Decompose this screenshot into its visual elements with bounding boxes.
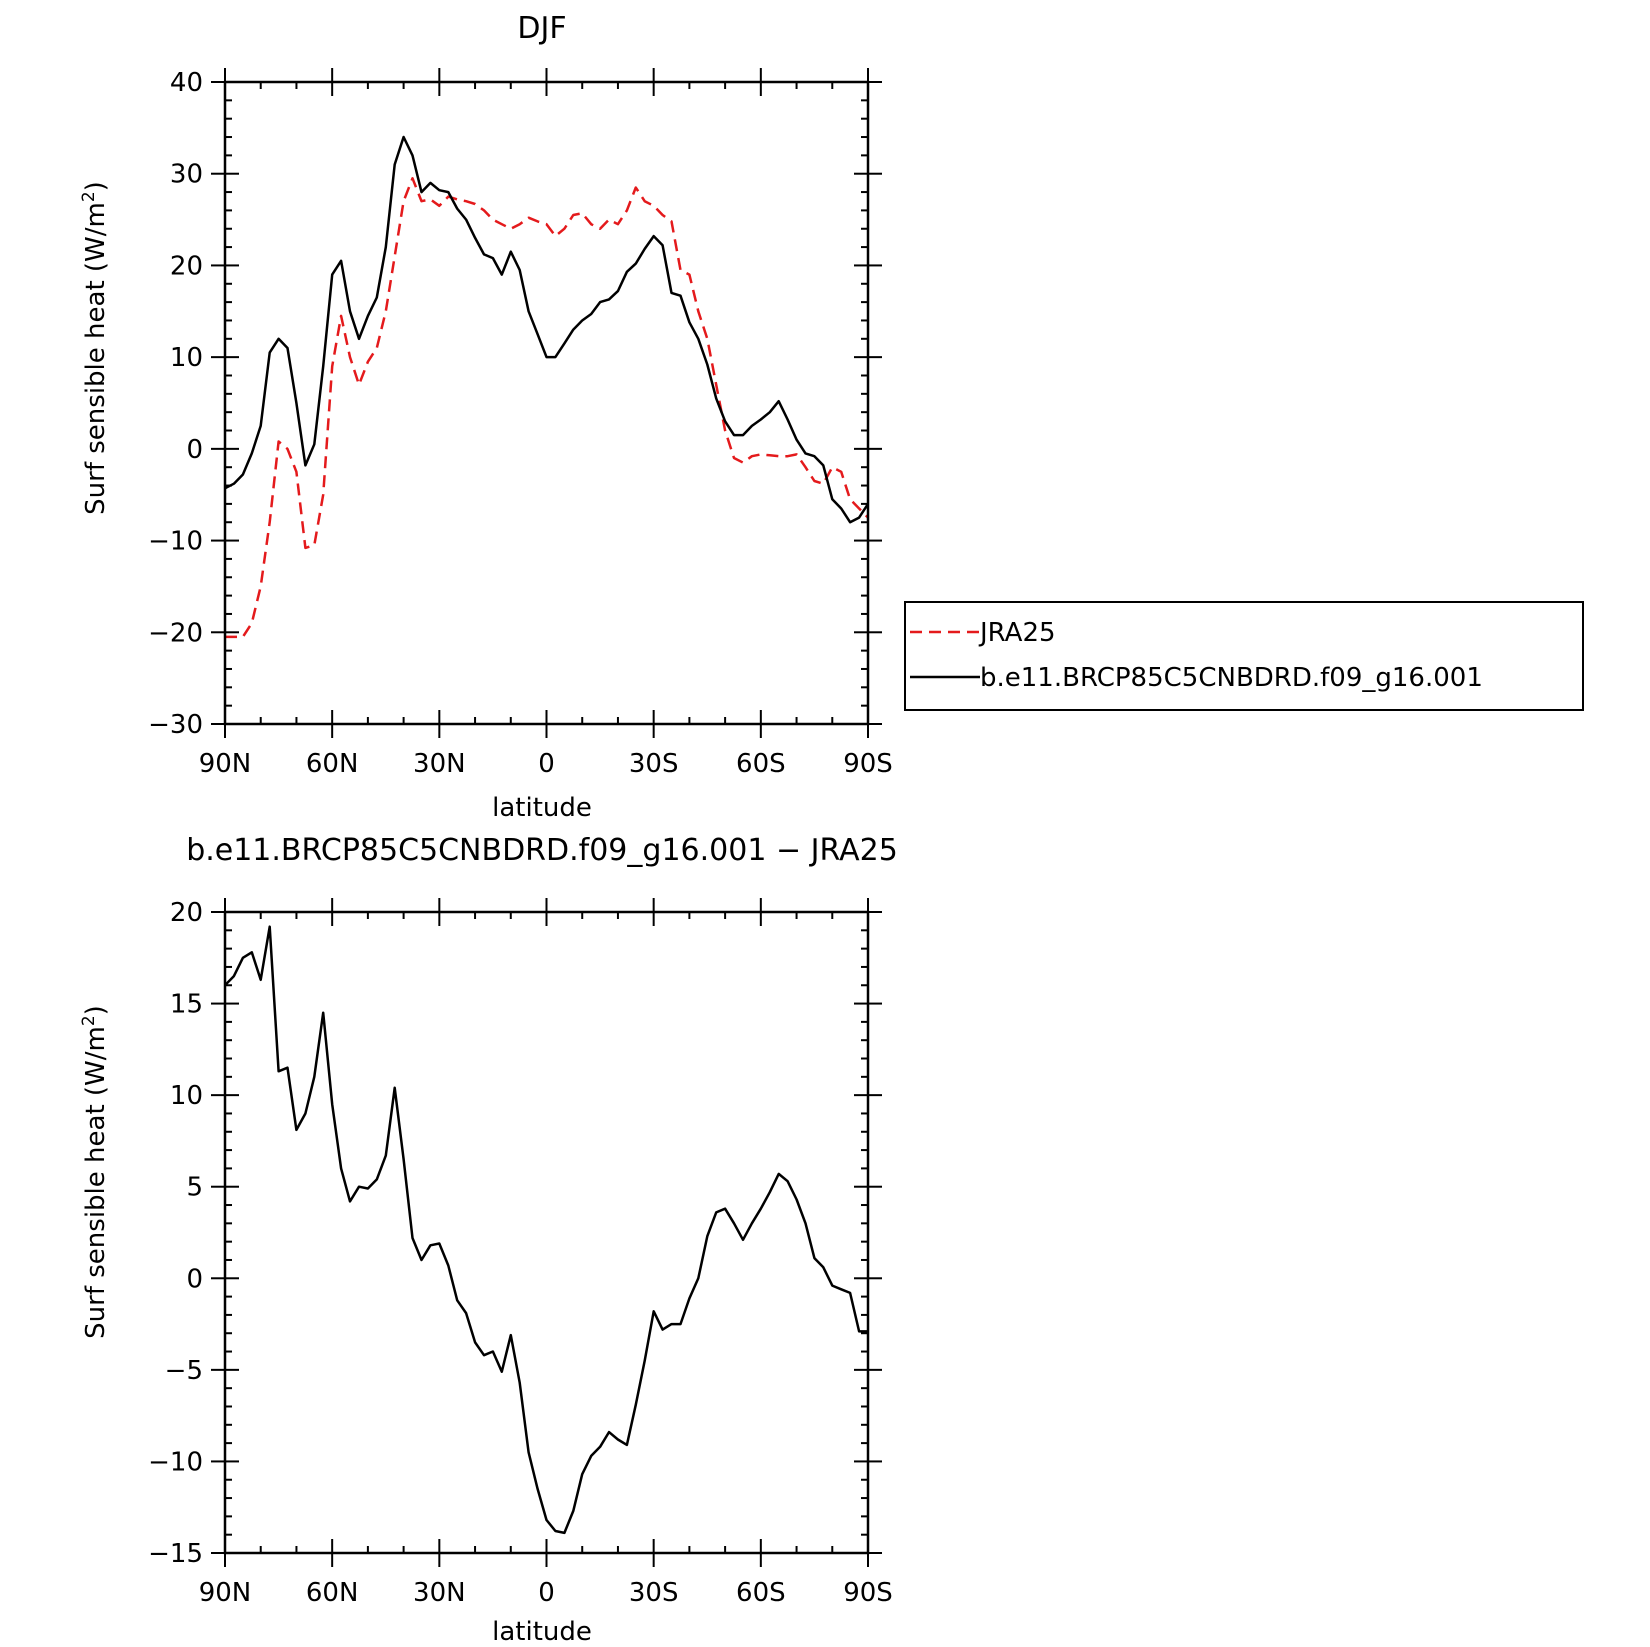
top-y-tick-label: 0 [186, 435, 203, 465]
top-plot-frame [223, 80, 870, 726]
bottom-x-tick-label: 0 [538, 1578, 555, 1608]
bottom-chart-title: b.e11.BRCP85C5CNBDRD.f09_g16.001 − JRA25 [186, 833, 898, 868]
bottom-y-tick-label: 20 [170, 898, 203, 928]
bottom-y-tick-label: 10 [170, 1081, 203, 1111]
top-x-tick-label: 0 [538, 749, 555, 779]
bottom-x-tick-label: 30N [413, 1578, 466, 1608]
top-panel: DJF Surf sensible heat (W/m2) latitude −… [79, 11, 1584, 823]
top-x-tick-label: 90S [843, 749, 893, 779]
bottom-x-axis-label: latitude [492, 1617, 592, 1647]
top-y-tick-label: −10 [148, 527, 203, 557]
top-y-tick-label: −30 [148, 710, 203, 740]
bottom-x-tick-label: 60N [306, 1578, 359, 1608]
top-y-tick-label: 40 [170, 68, 203, 98]
bottom-y-axis-label: Surf sensible heat (W/m2) [79, 1005, 111, 1339]
bottom-x-tick-label: 90S [843, 1578, 893, 1608]
bottom-y-tick-label: 5 [186, 1173, 203, 1203]
bottom-plot-frame [223, 910, 870, 1555]
top-chart-title: DJF [517, 11, 566, 46]
bottom-y-tick-label: 15 [170, 990, 203, 1020]
bottom-y-tick-label: −15 [148, 1539, 203, 1569]
bottom-y-tick-label: −10 [148, 1447, 203, 1477]
top-y-tick-label: 20 [170, 251, 203, 281]
legend-box [904, 601, 1584, 711]
bottom-x-tick-label: 60S [736, 1578, 786, 1608]
top-y-tick-label: 10 [170, 343, 203, 373]
top-plot-area: −30 −20 −10 0 10 20 30 40 90N 60N 30N 0 30S 60S 90S [148, 68, 893, 779]
top-y-tick-label: 30 [170, 160, 203, 190]
bottom-x-tick-label: 30S [629, 1578, 679, 1608]
bottom-series-line-0 [225, 925, 868, 1535]
legend: JRA25 b.e11.BRCP85C5CNBDRD.f09_g16.001 [904, 601, 1584, 711]
top-x-tick-label: 90N [199, 749, 252, 779]
top-x-tick-label: 30S [629, 749, 679, 779]
top-x-tick-label: 30N [413, 749, 466, 779]
top-series-line-1 [225, 135, 868, 524]
legend-label-model: b.e11.BRCP85C5CNBDRD.f09_g16.001 [980, 663, 1483, 693]
top-x-tick-label: 60N [306, 749, 359, 779]
bottom-y-tick-label: 0 [186, 1264, 203, 1294]
top-series-line-0 [225, 177, 868, 639]
top-x-tick-label: 60S [736, 749, 786, 779]
bottom-plot-area: −15 −10 −5 0 5 10 15 20 90N 60N 30N 0 30S 60S 90S [148, 898, 893, 1608]
top-y-axis-label: Surf sensible heat (W/m2) [79, 181, 111, 515]
bottom-x-tick-label: 90N [199, 1578, 252, 1608]
legend-label-jra25: JRA25 [978, 618, 1056, 648]
top-x-axis-label: latitude [492, 793, 592, 823]
bottom-y-tick-label: −5 [165, 1356, 203, 1386]
top-y-tick-label: −20 [148, 618, 203, 648]
bottom-panel: b.e11.BRCP85C5CNBDRD.f09_g16.001 − JRA25… [79, 833, 898, 1647]
